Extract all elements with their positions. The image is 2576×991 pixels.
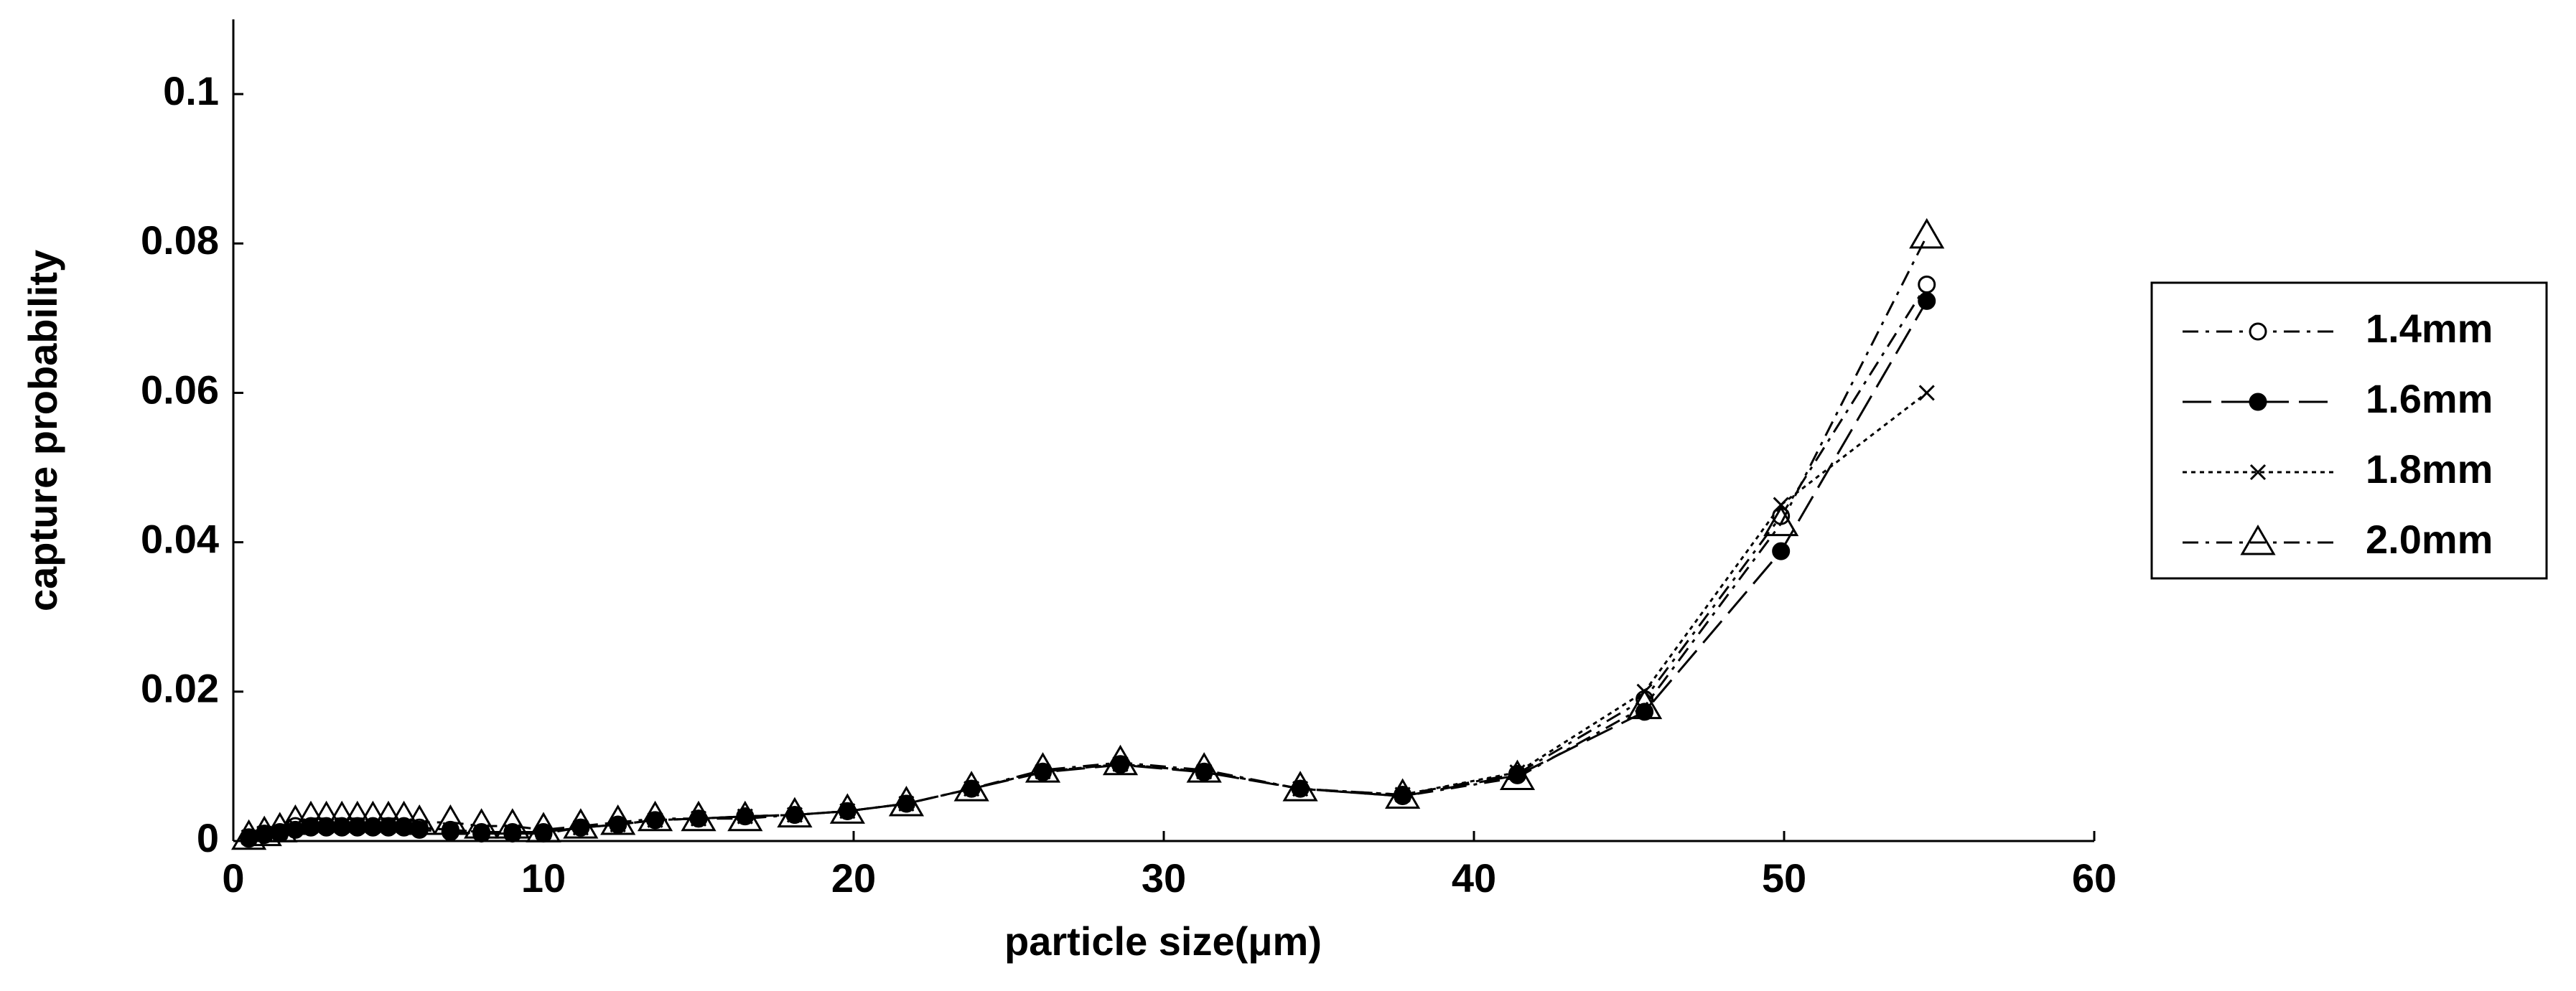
data-point xyxy=(963,781,980,797)
data-point xyxy=(898,795,915,812)
data-point xyxy=(262,812,298,842)
data-point xyxy=(637,800,673,832)
x-axis-label: particle size(μm) xyxy=(1004,919,1322,964)
data-point xyxy=(535,824,552,840)
legend-marker xyxy=(2240,525,2276,555)
data-point xyxy=(1918,291,1936,310)
data-point xyxy=(647,812,663,828)
data-point xyxy=(1626,688,1663,720)
data-point xyxy=(1773,497,1789,513)
x-tick-label: 50 xyxy=(1762,855,1806,901)
data-point xyxy=(953,771,989,802)
data-point xyxy=(1918,276,1936,294)
y-tick-label: 0.04 xyxy=(141,516,219,561)
data-point xyxy=(1763,505,1799,537)
y-tick-label: 0.02 xyxy=(141,666,219,711)
x-tick-label: 10 xyxy=(521,855,566,901)
data-point xyxy=(572,819,589,836)
x-tick-label: 40 xyxy=(1452,855,1496,901)
data-point xyxy=(230,819,267,850)
legend-label: 2.0mm xyxy=(2366,517,2493,562)
data-point xyxy=(681,800,717,832)
data-point xyxy=(600,804,636,835)
y-tick-label: 0 xyxy=(197,815,219,860)
y-tick-label: 0.1 xyxy=(163,68,219,113)
data-point xyxy=(401,804,437,835)
series-line xyxy=(248,235,1928,839)
data-point xyxy=(1186,752,1222,783)
data-point xyxy=(777,797,813,828)
data-point xyxy=(1772,542,1791,560)
legend: 1.4mm 1.6mm 1.8mm 2.0mm xyxy=(2150,281,2548,580)
data-point xyxy=(839,803,856,819)
data-point xyxy=(1499,759,1536,791)
legend-label: 1.8mm xyxy=(2366,446,2493,492)
data-point xyxy=(1509,764,1526,781)
series-line xyxy=(248,392,1928,839)
data-point xyxy=(1035,764,1051,780)
data-point xyxy=(1292,781,1309,797)
data-point xyxy=(1102,744,1139,776)
data-point xyxy=(610,817,626,833)
data-point xyxy=(1025,752,1061,783)
data-point xyxy=(1282,771,1318,802)
data-point xyxy=(463,808,500,839)
x-tick-label: 30 xyxy=(1142,855,1186,901)
data-point xyxy=(246,815,282,847)
data-point xyxy=(563,808,599,839)
y-axis-label: capture probability xyxy=(20,250,65,611)
data-point xyxy=(241,829,257,845)
data-point xyxy=(1918,385,1935,401)
legend-label: 1.6mm xyxy=(2366,376,2493,421)
legend-marker xyxy=(2249,322,2267,341)
data-point xyxy=(441,823,459,842)
y-tick-label: 0.06 xyxy=(141,367,219,412)
data-point xyxy=(1112,756,1129,772)
legend-label: 1.4mm xyxy=(2366,306,2493,351)
x-tick-label: 20 xyxy=(831,855,876,901)
legend-marker xyxy=(2249,393,2267,411)
legend-marker xyxy=(2249,464,2267,481)
data-point xyxy=(495,808,531,839)
data-point xyxy=(386,800,422,832)
x-tick-label: 60 xyxy=(2072,855,2117,901)
data-point xyxy=(829,793,865,824)
data-point xyxy=(1196,764,1213,780)
data-point xyxy=(1385,778,1421,809)
x-tick-label: 0 xyxy=(222,855,244,901)
y-tick-label: 0.08 xyxy=(141,217,219,263)
series-line xyxy=(248,283,1928,839)
data-point xyxy=(888,785,925,817)
data-point xyxy=(526,812,561,842)
data-point xyxy=(277,804,314,835)
series-line xyxy=(248,300,1928,840)
data-point xyxy=(432,804,469,835)
data-point xyxy=(1909,217,1945,249)
data-point xyxy=(727,800,763,832)
